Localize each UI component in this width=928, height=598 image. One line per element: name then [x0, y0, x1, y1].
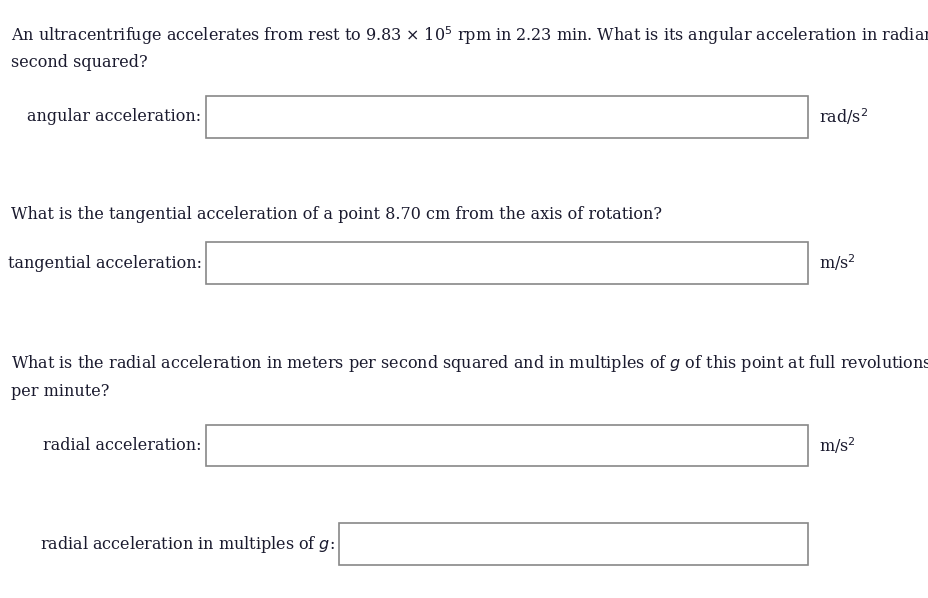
Text: What is the radial acceleration in meters per second squared and in multiples of: What is the radial acceleration in meter… — [11, 353, 928, 374]
Text: What is the tangential acceleration of a point 8.70 cm from the axis of rotation: What is the tangential acceleration of a… — [11, 206, 662, 223]
FancyBboxPatch shape — [206, 425, 807, 466]
FancyBboxPatch shape — [206, 96, 807, 138]
FancyBboxPatch shape — [339, 523, 807, 565]
Text: tangential acceleration:: tangential acceleration: — [7, 255, 201, 271]
Text: per minute?: per minute? — [11, 383, 110, 399]
Text: second squared?: second squared? — [11, 54, 148, 71]
Text: m/s$^{2}$: m/s$^{2}$ — [818, 253, 856, 273]
Text: radial acceleration:: radial acceleration: — [43, 437, 201, 454]
Text: An ultracentrifuge accelerates from rest to 9.83 $\times$ 10$^{5}$ rpm in 2.23 m: An ultracentrifuge accelerates from rest… — [11, 24, 928, 47]
Text: radial acceleration in multiples of $g$:: radial acceleration in multiples of $g$: — [40, 533, 334, 555]
Text: angular acceleration:: angular acceleration: — [28, 108, 201, 125]
Text: rad/s$^{2}$: rad/s$^{2}$ — [818, 106, 868, 127]
FancyBboxPatch shape — [206, 242, 807, 284]
Text: m/s$^{2}$: m/s$^{2}$ — [818, 435, 856, 456]
